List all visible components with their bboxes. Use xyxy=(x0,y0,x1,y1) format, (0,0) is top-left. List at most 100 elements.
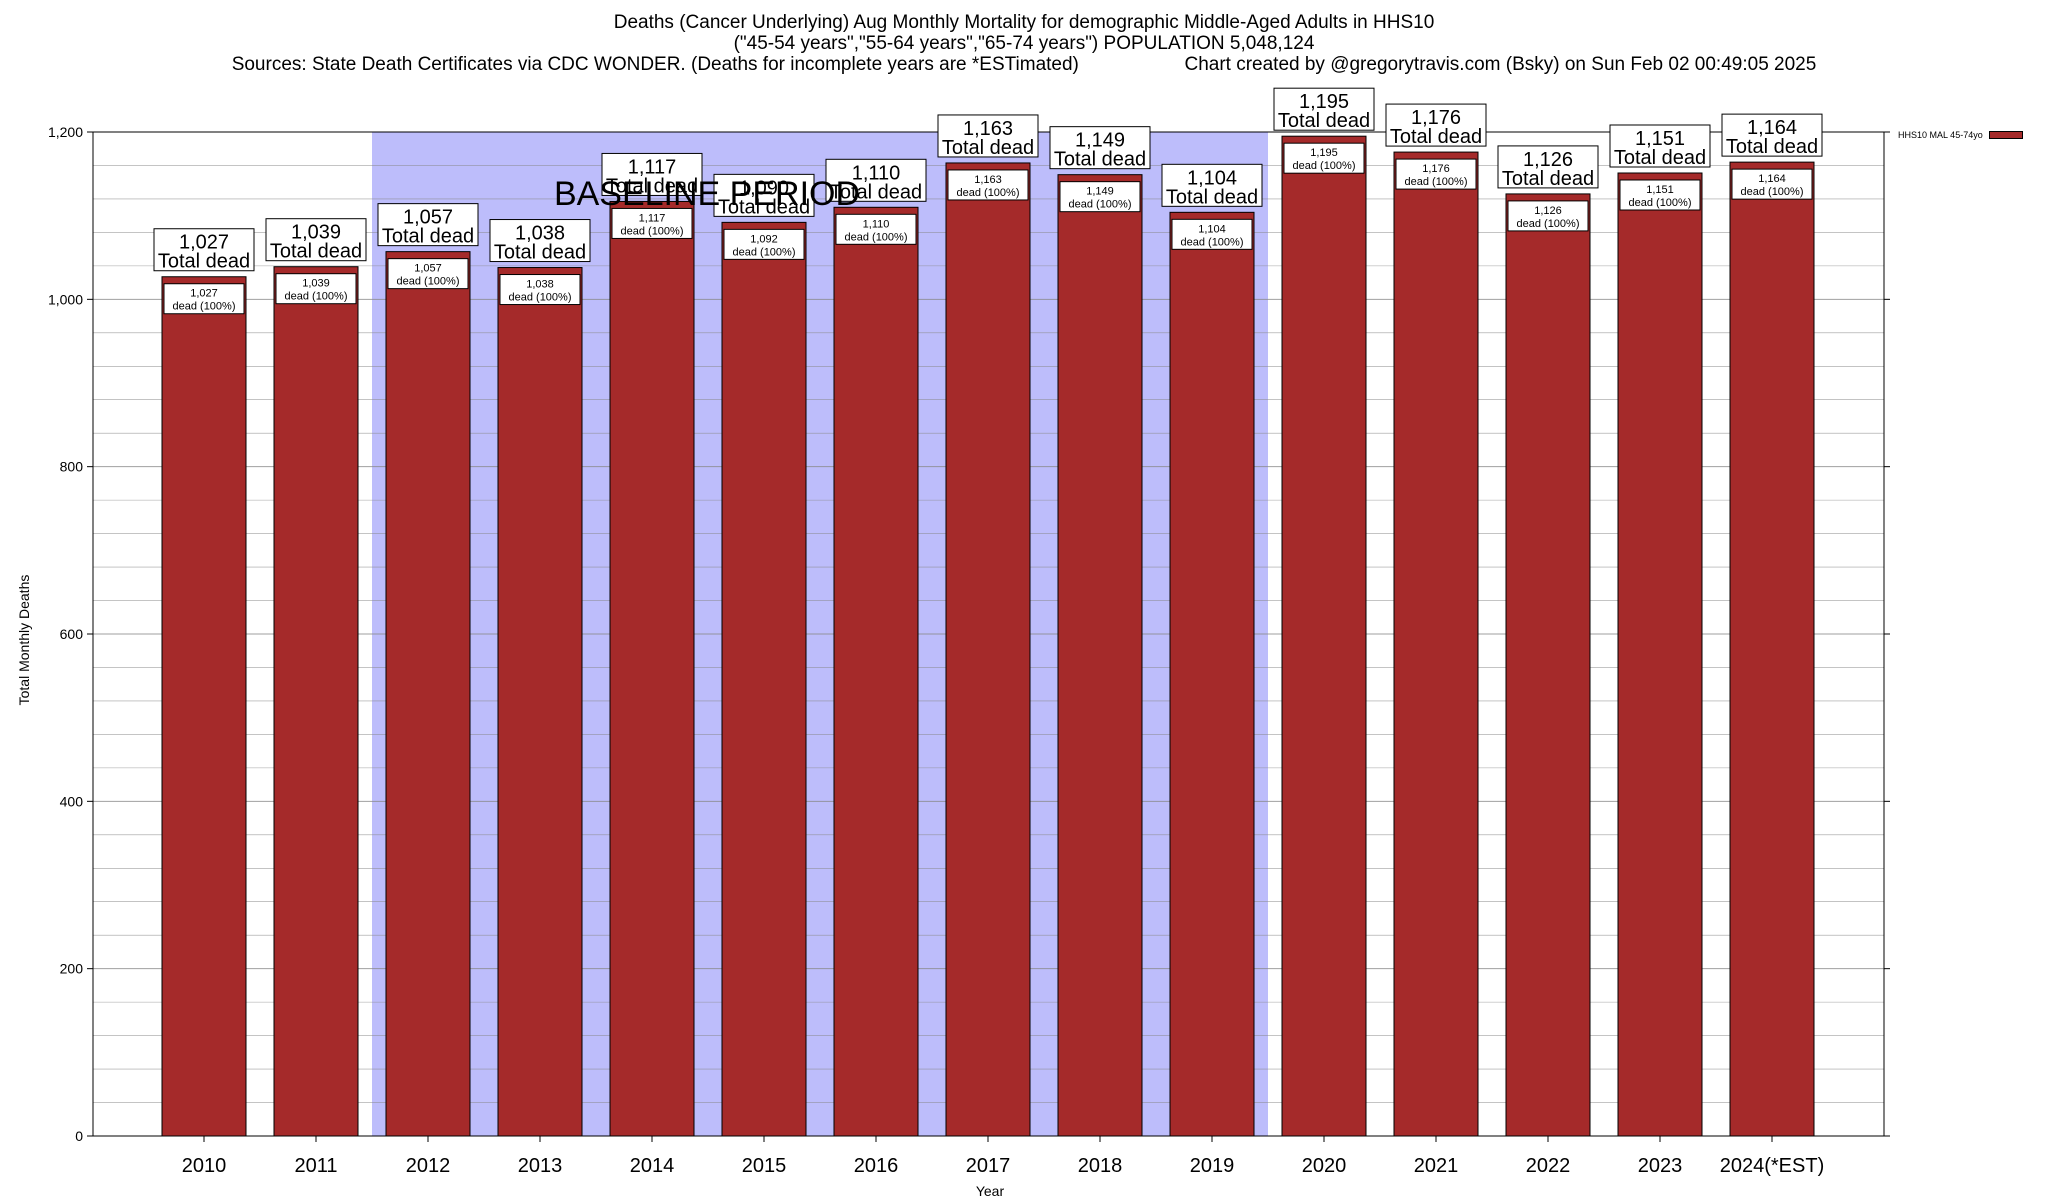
inner-caption-label: dead (100%) xyxy=(957,187,1020,199)
total-value-label: 1,195 xyxy=(1299,91,1349,113)
total-value-label: 1,038 xyxy=(515,223,565,245)
bar xyxy=(1505,193,1591,1137)
inner-caption-label: dead (100%) xyxy=(621,225,684,237)
chart-source-line: Sources: State Death Certificates via CD… xyxy=(0,54,2048,75)
bar xyxy=(1281,135,1367,1137)
legend-swatch xyxy=(1988,131,2023,139)
x-tick-label: 2017 xyxy=(966,1155,1011,1177)
inner-caption-label: dead (100%) xyxy=(845,231,908,243)
y-tick-label: 800 xyxy=(60,459,84,475)
bar xyxy=(497,267,583,1137)
y-tick-label: 1,200 xyxy=(48,124,83,140)
total-value-label: 1,110 xyxy=(852,162,901,184)
inner-label-box xyxy=(1507,200,1589,232)
y-tick-label: 0 xyxy=(75,1128,83,1144)
total-label-box xyxy=(1273,87,1375,131)
total-value-label: 1,164 xyxy=(1747,117,1797,139)
y-axis-label: Total Monthly Deaths xyxy=(16,574,32,706)
inner-caption-label: dead (100%) xyxy=(1629,197,1692,209)
chart-title-block: Deaths (Cancer Underlying) Aug Monthly M… xyxy=(0,12,2048,75)
total-label-box xyxy=(265,218,367,262)
inner-value-label: 1,110 xyxy=(863,218,890,230)
bar xyxy=(161,276,247,1137)
inner-value-label: 1,104 xyxy=(1198,223,1226,235)
x-tick-label: 2024(*EST) xyxy=(1720,1155,1825,1177)
inner-caption-label: dead (100%) xyxy=(1181,236,1244,248)
total-value-label: 1,149 xyxy=(1075,130,1125,152)
legend: HHS10 MAL 45-74yo xyxy=(1898,130,2023,140)
inner-value-label: 1,149 xyxy=(1086,186,1114,198)
total-caption-label: Total dead xyxy=(1054,149,1146,171)
total-value-label: 1,057 xyxy=(403,207,453,229)
inner-label-box xyxy=(387,258,469,290)
total-caption-label: Total dead xyxy=(270,241,362,263)
inner-value-label: 1,151 xyxy=(1646,184,1674,196)
inner-value-label: 1,195 xyxy=(1310,147,1338,159)
total-caption-label: Total dead xyxy=(942,137,1034,159)
total-label-box xyxy=(153,228,255,272)
total-value-label: 1,090 xyxy=(739,177,789,199)
total-label-box xyxy=(1161,163,1263,207)
total-label-box xyxy=(937,114,1039,158)
x-tick-label: 2013 xyxy=(518,1155,563,1177)
bar xyxy=(1729,161,1815,1137)
chart-title: Deaths (Cancer Underlying) Aug Monthly M… xyxy=(613,12,1435,33)
inner-caption-label: dead (100%) xyxy=(509,292,572,304)
y-tick-label: 400 xyxy=(60,793,84,809)
inner-label-box xyxy=(835,213,917,245)
total-value-label: 1,151 xyxy=(1635,128,1685,150)
total-caption-label: Total dead xyxy=(1390,126,1482,148)
total-label-box xyxy=(489,219,591,263)
inner-caption-label: dead (100%) xyxy=(397,276,460,288)
inner-caption-label: dead (100%) xyxy=(1741,186,1804,198)
bar xyxy=(609,200,695,1137)
total-value-label: 1,163 xyxy=(963,118,1013,140)
total-value-label: 1,039 xyxy=(291,222,341,244)
inner-label-box xyxy=(611,207,693,239)
bar xyxy=(273,266,359,1137)
x-tick-label: 2023 xyxy=(1638,1155,1683,1177)
inner-value-label: 1,176 xyxy=(1422,163,1450,175)
total-value-label: 1,027 xyxy=(179,232,229,254)
inner-value-label: 1,027 xyxy=(190,288,218,300)
chart-subtitle: ("45-54 years","55-64 years","65-74 year… xyxy=(733,33,1315,54)
x-tick-label: 2018 xyxy=(1078,1155,1123,1177)
inner-caption-label: dead (100%) xyxy=(1405,176,1468,188)
x-tick-label: 2015 xyxy=(742,1155,787,1177)
total-caption-label: Total dead xyxy=(382,226,474,248)
x-tick-label: 2012 xyxy=(406,1155,451,1177)
x-tick-label: 2019 xyxy=(1190,1155,1235,1177)
inner-value-label: 1,038 xyxy=(526,279,554,291)
inner-value-label: 1,164 xyxy=(1758,173,1786,185)
total-caption-label: Total dead xyxy=(830,181,922,203)
total-label-box xyxy=(1385,103,1487,147)
total-label-box xyxy=(1721,113,1823,157)
total-caption-label: Total dead xyxy=(1726,136,1818,158)
total-value-label: 1,104 xyxy=(1187,167,1237,189)
total-caption-label: Total dead xyxy=(718,196,810,218)
x-tick-label: 2010 xyxy=(182,1155,227,1177)
x-tick-label: 2011 xyxy=(294,1155,337,1177)
total-label-box xyxy=(1609,124,1711,168)
credit-text: Chart created by @gregorytravis.com (Bsk… xyxy=(1184,54,1817,75)
inner-caption-label: dead (100%) xyxy=(733,246,796,258)
inner-label-box xyxy=(723,228,805,260)
inner-label-box xyxy=(1395,158,1477,190)
x-axis-label: Year xyxy=(975,1183,1005,1199)
inner-label-box xyxy=(947,169,1029,201)
total-label-box xyxy=(377,203,479,247)
inner-caption-label: dead (100%) xyxy=(173,301,236,313)
x-tick-label: 2020 xyxy=(1302,1155,1347,1177)
total-caption-label: Total dead xyxy=(494,242,586,264)
total-caption-label: Total dead xyxy=(158,251,250,273)
total-label-box xyxy=(825,158,927,202)
total-caption-label: Total dead xyxy=(1502,168,1594,190)
inner-label-box xyxy=(1283,142,1365,174)
inner-caption-label: dead (100%) xyxy=(1293,160,1356,172)
bar xyxy=(1169,211,1255,1137)
inner-label-box xyxy=(1059,181,1141,213)
total-caption-label: Total dead xyxy=(1166,186,1258,208)
total-label-box xyxy=(713,173,815,217)
x-tick-label: 2016 xyxy=(854,1155,899,1177)
